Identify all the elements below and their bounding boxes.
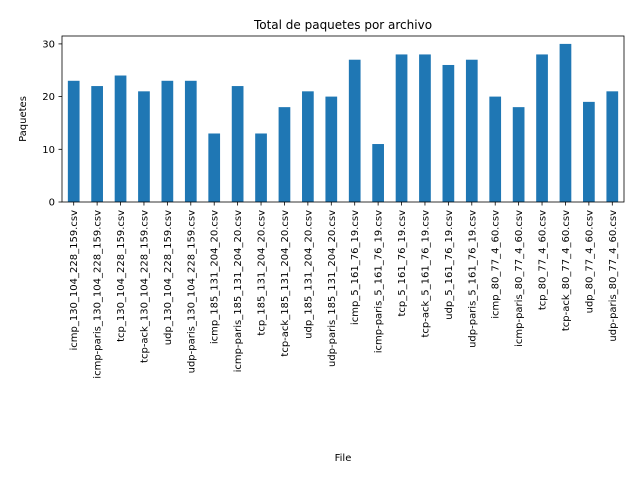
- bar: [348, 59, 361, 203]
- x-tick-label: icmp-paris_185_131_204_20.csv: [233, 210, 244, 372]
- x-tick-label: icmp_80_77_4_60.csv: [491, 210, 502, 319]
- chart-title: Total de paquetes por archivo: [253, 18, 432, 32]
- x-tick-label: icmp_185_131_204_20.csv: [210, 210, 221, 344]
- bar: [231, 86, 244, 202]
- y-tick-label: 10: [42, 145, 55, 156]
- bar: [559, 43, 572, 203]
- y-axis-label: Paquetes: [18, 96, 29, 142]
- x-tick-label: udp_80_77_4_60.csv: [584, 210, 595, 313]
- x-tick-label: udp-paris_5_161_76_19.csv: [467, 210, 478, 348]
- x-axis-label: File: [335, 453, 352, 464]
- bar: [325, 96, 338, 202]
- bar: [395, 54, 408, 202]
- x-tick-label: tcp-ack_80_77_4_60.csv: [561, 210, 572, 331]
- x-tick-label: icmp-paris_5_161_76_19.csv: [374, 210, 385, 353]
- bar: [255, 133, 267, 202]
- bar: [606, 91, 619, 202]
- bar: [583, 101, 595, 202]
- x-tick-label: udp_185_131_204_20.csv: [303, 210, 314, 339]
- x-tick-label: icmp-paris_80_77_4_60.csv: [514, 210, 525, 347]
- x-tick-label: tcp_130_104_228_159.csv: [116, 210, 127, 342]
- bar: [489, 96, 502, 202]
- bar: [67, 80, 80, 202]
- x-tick-label: tcp_5_161_76_19.csv: [397, 210, 408, 317]
- x-tick-label: udp-paris_130_104_228_159.csv: [186, 210, 197, 373]
- x-tick-label: icmp-paris_130_104_228_159.csv: [93, 210, 104, 379]
- x-tick-label: icmp_5_161_76_19.csv: [350, 210, 361, 325]
- bar: [184, 80, 197, 202]
- bar: [302, 91, 314, 202]
- bar: [208, 133, 221, 202]
- x-tick-label: tcp_80_77_4_60.csv: [538, 210, 549, 310]
- x-tick-label: udp-paris_185_131_204_20.csv: [327, 210, 338, 367]
- bar: [536, 54, 548, 202]
- plot-frame: [61, 35, 625, 203]
- x-tick-label: udp_130_104_228_159.csv: [163, 210, 174, 345]
- bars-group: [67, 43, 619, 203]
- x-axis: icmp_130_104_228_159.csv icmp-paris_130_1…: [69, 202, 619, 379]
- x-tick-label: tcp-ack_130_104_228_159.csv: [139, 210, 150, 363]
- bar: [442, 64, 455, 202]
- bar: [138, 91, 150, 202]
- x-tick-label: tcp-ack_5_161_76_19.csv: [420, 210, 431, 338]
- bar: [114, 75, 127, 202]
- bar: [161, 80, 174, 202]
- x-tick-label: tcp_185_131_204_20.csv: [257, 210, 268, 336]
- bar: [512, 107, 525, 202]
- x-tick-label: tcp-ack_185_131_204_20.csv: [280, 210, 291, 357]
- x-tick-label: icmp_130_104_228_159.csv: [69, 210, 80, 351]
- y-tick-label: 20: [42, 92, 55, 103]
- y-tick-label: 0: [49, 198, 55, 209]
- bar: [278, 107, 291, 202]
- bar: [91, 86, 103, 202]
- y-tick-label: 30: [42, 39, 55, 50]
- x-tick-label: udp-paris_80_77_4_60.csv: [608, 210, 619, 342]
- x-tick-label: udp_5_161_76_19.csv: [444, 210, 455, 320]
- y-axis: 0 10 20 30: [42, 39, 62, 209]
- bar: [419, 54, 431, 202]
- bar: [372, 144, 384, 202]
- bar: [465, 59, 478, 203]
